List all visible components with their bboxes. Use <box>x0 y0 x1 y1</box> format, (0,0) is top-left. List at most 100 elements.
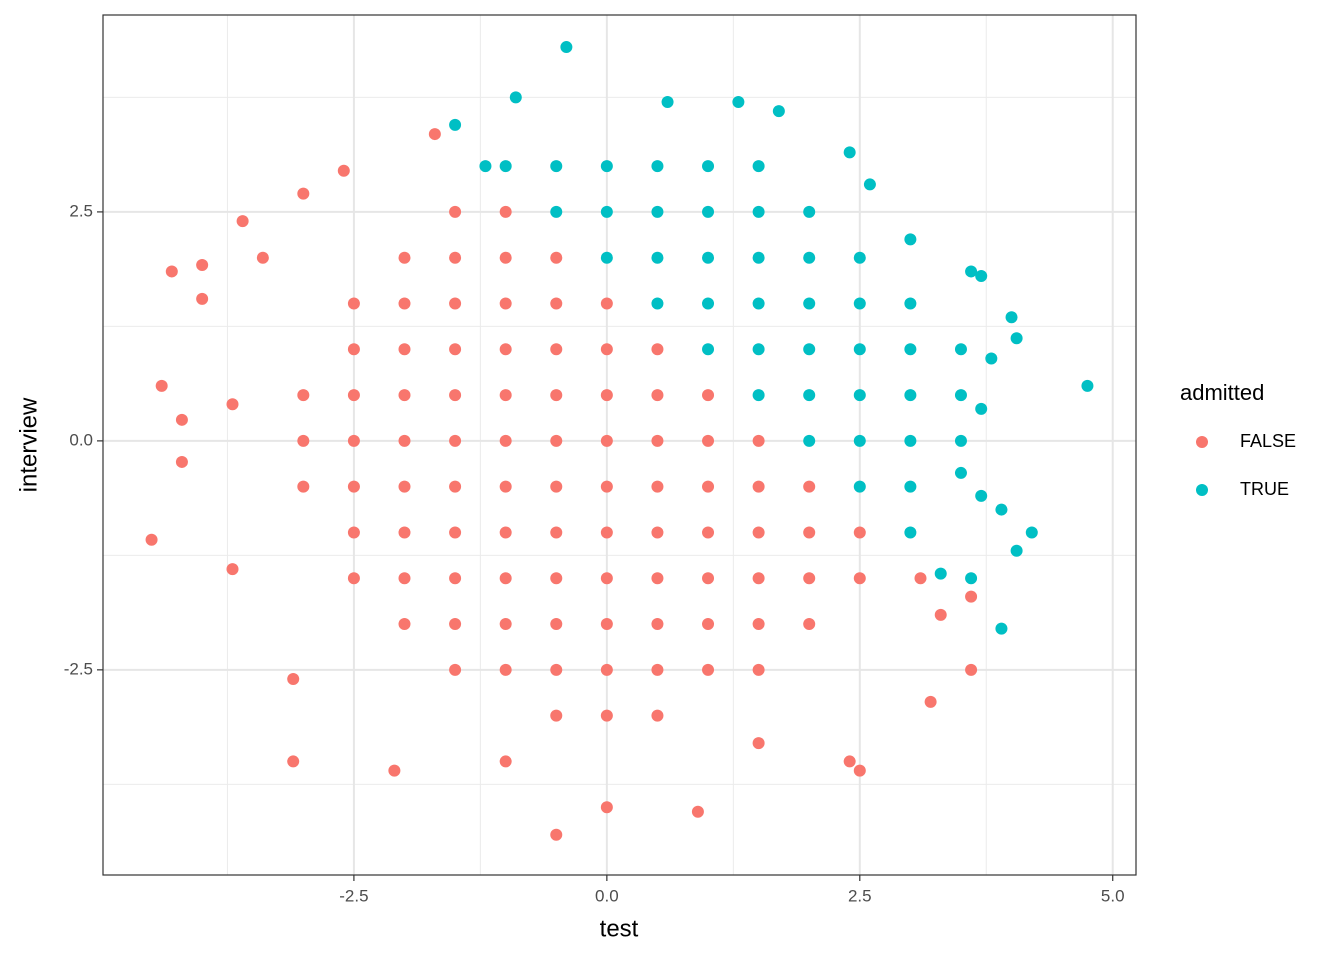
point <box>732 96 745 109</box>
point <box>702 663 715 676</box>
y-tick-label: 0.0 <box>69 430 93 449</box>
point <box>145 533 158 546</box>
point <box>499 434 512 447</box>
point <box>600 480 613 493</box>
point <box>509 91 522 104</box>
point <box>550 205 563 218</box>
point <box>600 663 613 676</box>
point <box>499 343 512 356</box>
point <box>752 297 765 310</box>
point <box>398 434 411 447</box>
point <box>449 251 462 264</box>
x-tick-label: -2.5 <box>339 886 368 905</box>
point <box>398 526 411 539</box>
point <box>752 251 765 264</box>
point <box>337 164 350 177</box>
point <box>550 160 563 173</box>
point <box>1081 379 1094 392</box>
point <box>752 618 765 631</box>
point <box>196 292 209 305</box>
point <box>600 526 613 539</box>
point <box>924 695 937 708</box>
point <box>347 297 360 310</box>
point <box>297 434 310 447</box>
point <box>702 251 715 264</box>
point <box>853 389 866 402</box>
point <box>449 297 462 310</box>
point <box>175 413 188 426</box>
point <box>175 455 188 468</box>
point <box>499 251 512 264</box>
point <box>550 343 563 356</box>
point <box>661 96 674 109</box>
point <box>347 526 360 539</box>
point <box>914 572 927 585</box>
point <box>975 402 988 415</box>
point <box>904 526 917 539</box>
point <box>803 343 816 356</box>
point <box>651 297 664 310</box>
point <box>965 572 978 585</box>
point <box>560 41 573 54</box>
point <box>449 618 462 631</box>
point <box>347 480 360 493</box>
point <box>550 434 563 447</box>
point <box>752 434 765 447</box>
point <box>752 343 765 356</box>
point <box>803 297 816 310</box>
point <box>398 389 411 402</box>
point <box>550 297 563 310</box>
point <box>550 663 563 676</box>
y-tick-label: -2.5 <box>64 659 93 678</box>
point <box>702 297 715 310</box>
point <box>297 480 310 493</box>
point <box>499 389 512 402</box>
point <box>803 526 816 539</box>
point <box>236 215 249 228</box>
point <box>449 205 462 218</box>
point <box>196 259 209 272</box>
point <box>702 618 715 631</box>
point <box>550 828 563 841</box>
point <box>226 398 239 411</box>
point <box>651 205 664 218</box>
point <box>499 297 512 310</box>
point <box>651 618 664 631</box>
point <box>297 389 310 402</box>
point <box>165 265 178 278</box>
point <box>550 251 563 264</box>
point <box>853 480 866 493</box>
point <box>398 618 411 631</box>
point <box>651 526 664 539</box>
point <box>752 480 765 493</box>
point <box>651 480 664 493</box>
point <box>499 663 512 676</box>
point <box>803 434 816 447</box>
point <box>600 343 613 356</box>
point <box>853 526 866 539</box>
legend-label: FALSE <box>1240 431 1296 451</box>
point <box>347 389 360 402</box>
point <box>803 618 816 631</box>
point <box>691 805 704 818</box>
point <box>449 526 462 539</box>
point <box>398 251 411 264</box>
point <box>600 709 613 722</box>
point <box>297 187 310 200</box>
point <box>985 352 998 365</box>
point <box>803 480 816 493</box>
point <box>702 526 715 539</box>
point <box>347 343 360 356</box>
point <box>550 389 563 402</box>
point <box>600 389 613 402</box>
point <box>752 572 765 585</box>
point <box>853 343 866 356</box>
point <box>954 466 967 479</box>
point <box>995 622 1008 635</box>
point <box>965 663 978 676</box>
y-axis-title: interview <box>15 397 42 492</box>
point <box>752 526 765 539</box>
point <box>449 480 462 493</box>
